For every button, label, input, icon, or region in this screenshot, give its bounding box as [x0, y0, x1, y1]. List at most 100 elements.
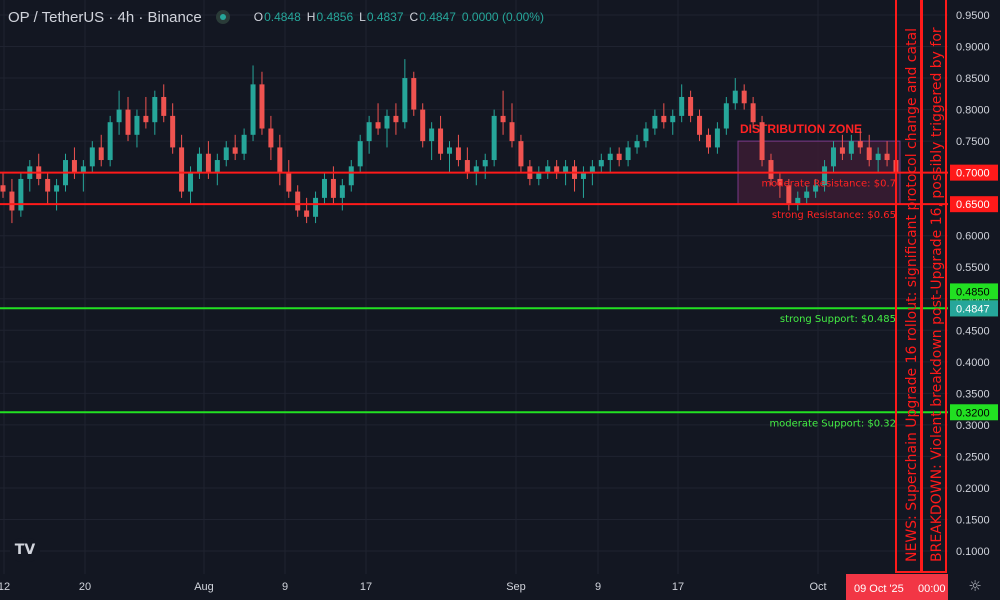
candle-body [509, 122, 515, 142]
candle-body [98, 147, 104, 161]
candle-body [45, 178, 51, 192]
price-tick: 0.3500 [956, 388, 990, 400]
low-label: L [359, 10, 366, 24]
candle-body [241, 134, 247, 154]
candle-body [223, 147, 229, 161]
candle-body [625, 147, 631, 161]
candle-body [259, 84, 265, 129]
y-axis[interactable]: 0.9500 0.9000 0.8500 0.8000 0.7500 0.7000 0.65… [948, 0, 1000, 600]
time-axis-bg [0, 574, 948, 600]
candle-body [0, 185, 6, 192]
resistance-label: strong Resistance: $0.65 [772, 210, 896, 221]
candle-body [54, 185, 60, 192]
candle-body [714, 128, 720, 148]
candle-body [598, 160, 604, 167]
price-axis-bg [948, 0, 1000, 600]
candle-body [125, 109, 131, 135]
candle-body [214, 160, 220, 173]
candle-body [188, 172, 194, 192]
vertical-note: NEWS: Superchain Upgrade 16 rollout: sig… [904, 28, 920, 562]
candle-body [429, 128, 435, 142]
candle-body [545, 166, 551, 173]
tradingview-logo[interactable]: TV [10, 538, 40, 562]
candle-body [107, 122, 113, 161]
candle-body [143, 115, 149, 123]
candle-body [232, 147, 238, 154]
high-label: H [306, 10, 316, 24]
candle-body [455, 147, 461, 161]
candle-body [670, 115, 676, 123]
candle-body [580, 172, 586, 179]
change-value: 0.0000 (0.00%) [461, 10, 544, 24]
candle-body [71, 160, 77, 173]
time-tick: Oct [809, 581, 826, 593]
open-value: 0.4848 [264, 10, 301, 24]
candle-body [250, 84, 256, 135]
candle-body [697, 115, 703, 135]
candle-body [554, 166, 560, 173]
candle-body [402, 78, 408, 123]
time-tick: 9 [595, 581, 601, 593]
candle-body [518, 141, 524, 167]
vertical-notes: NEWS: Superchain Upgrade 16 rollout: sig… [895, 0, 947, 573]
candle-body [500, 115, 506, 123]
price-tick: 0.1500 [956, 514, 990, 526]
candle-body [473, 166, 479, 173]
candle-body [196, 153, 202, 173]
price-tick: 0.8000 [956, 105, 990, 117]
candle-body [723, 103, 729, 129]
note-box [921, 0, 947, 573]
time-tick: 17 [360, 581, 372, 593]
level-price-tag [950, 196, 998, 213]
candle-body [563, 166, 569, 173]
candle-body [848, 141, 854, 154]
candle-body [830, 147, 836, 167]
price-tick: 0.5500 [956, 262, 990, 274]
candle-body [777, 178, 783, 186]
candle-body [205, 153, 211, 173]
candle-body [161, 96, 167, 116]
candle-body [822, 166, 828, 186]
candle-body [116, 109, 122, 123]
level-price-tag-text: 0.6500 [956, 199, 990, 211]
distribution-zone-label: DISTRIBUTION ZONE [740, 122, 862, 136]
candle-body [384, 115, 390, 129]
candle-body [875, 153, 881, 161]
time-tick: 17 [672, 581, 684, 593]
time-tick: 9 [282, 581, 288, 593]
candle-body [804, 191, 810, 198]
candle-body [268, 128, 274, 148]
candle-body [482, 160, 488, 167]
price-flag-above [950, 283, 998, 300]
candle-body [366, 122, 372, 142]
candle-body [330, 178, 336, 198]
gear-icon[interactable]: ☼ [968, 577, 982, 595]
x-axis[interactable]: 12 20 Aug 9 17 Sep 9 17 Oct 09 Oct '25 00:00 [0, 574, 948, 600]
open-label: O [253, 10, 264, 24]
candle-body [9, 191, 15, 211]
candle-body [80, 166, 86, 173]
price-tick: 0.1000 [956, 546, 990, 558]
candle-body [447, 147, 452, 154]
vertical-note: BREAKDOWN: Violent breakdown post-Upgrad… [929, 27, 945, 562]
time-tick: Sep [506, 581, 526, 593]
candle-body [857, 141, 863, 148]
time-tick: 12 [0, 581, 10, 593]
price-tick: 0.4000 [956, 357, 990, 369]
candle-body [768, 160, 774, 179]
level-price-tag [950, 404, 998, 421]
symbol-title[interactable]: OP / TetherUS · 4h · Binance [8, 8, 202, 26]
candle-body [179, 147, 185, 192]
low-value: 0.4837 [366, 10, 404, 24]
candle-body [464, 160, 470, 173]
resistance-label: moderate Resistance: $0.7 [761, 179, 896, 190]
chart-header: OP / TetherUS · 4h · Binance O 0.4848 H 0.… [8, 6, 544, 28]
price-tick: 0.2000 [956, 483, 990, 495]
price-tick: 0.9000 [956, 42, 990, 54]
candle-body [884, 153, 890, 161]
current-price-text: 0.4847 [956, 303, 990, 315]
candle-body [688, 96, 694, 116]
candle-body [491, 115, 497, 161]
candle-body [795, 197, 801, 205]
